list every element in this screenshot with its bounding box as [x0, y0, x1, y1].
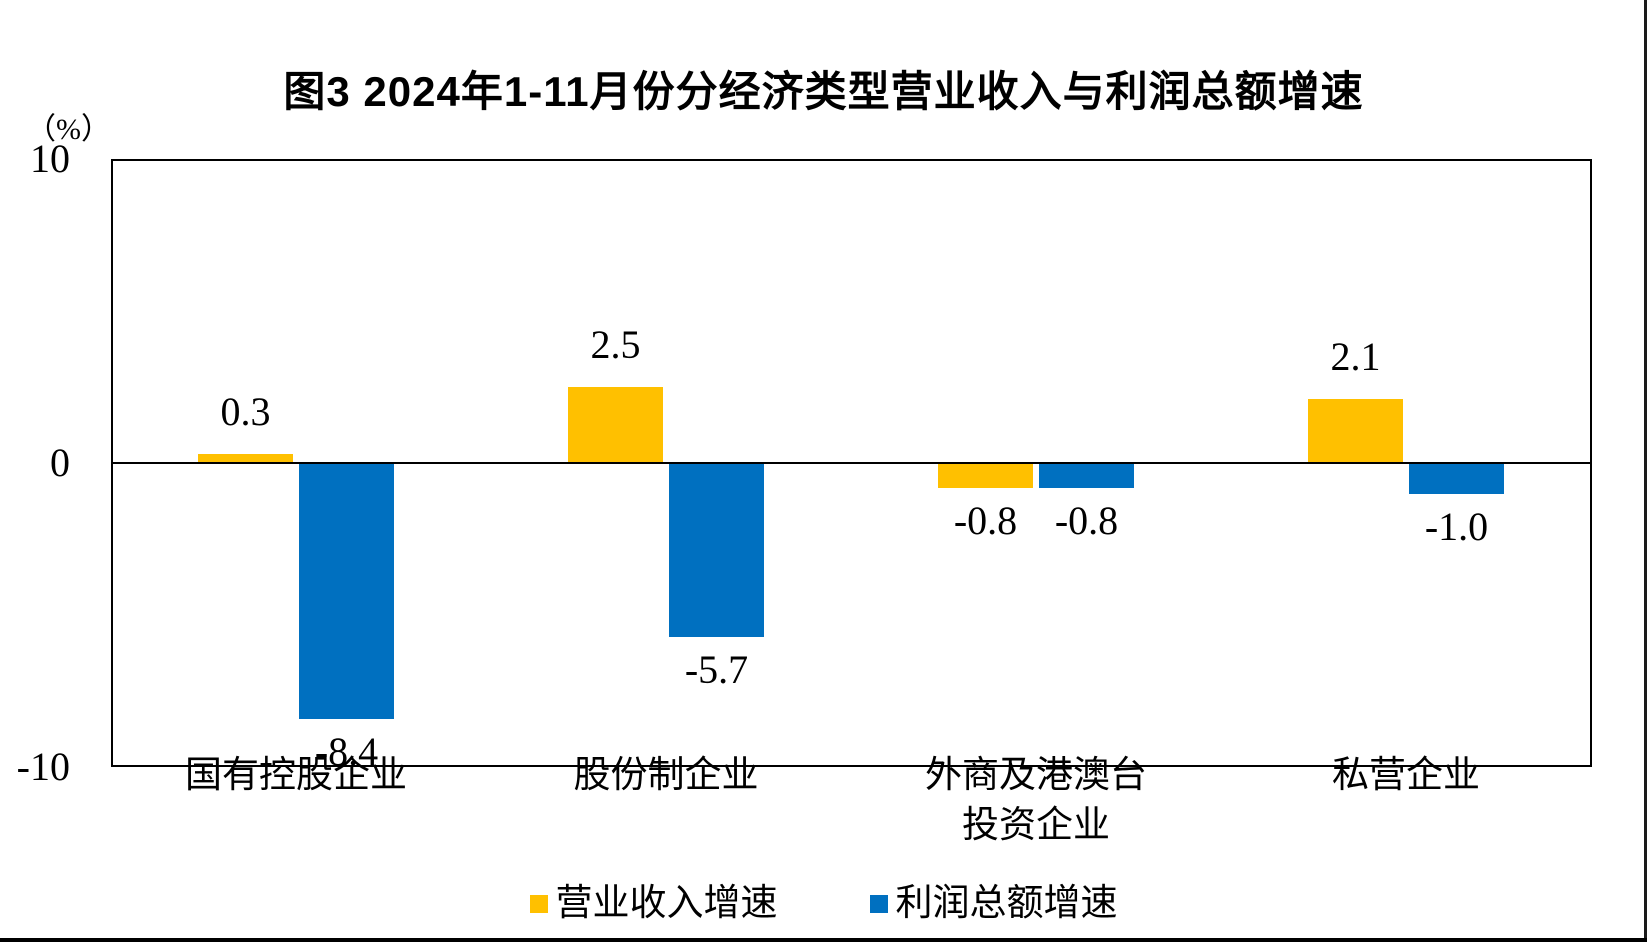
profit-bar	[1039, 464, 1134, 489]
bar-value-label: -5.7	[684, 647, 749, 693]
chart-title: 图3 2024年1-11月份分经济类型营业收入与利润总额增速	[283, 68, 1364, 115]
revenue-bar	[938, 464, 1033, 489]
category-label: 外商及港澳台 投资企业	[925, 755, 1147, 846]
image-border-bottom	[0, 938, 1647, 942]
revenue-bar	[1308, 399, 1403, 463]
y-tick-label: -10	[16, 744, 70, 789]
category-label: 国有控股企业	[185, 755, 407, 796]
bar-value-label: 2.1	[1330, 334, 1381, 380]
plot-area: 0.3 -8.4 2.5 -5.7 -0.8 -0.8 2.1 -1.0	[111, 159, 1592, 774]
bar-value-label: -8.4	[314, 729, 379, 775]
bar-value-label: 0.3	[220, 388, 271, 434]
profit-bar	[1409, 464, 1504, 495]
category-label: 私营企业	[1332, 755, 1480, 796]
category-label: 股份制企业	[573, 755, 759, 796]
image-border-right	[1644, 0, 1647, 942]
legend-label: 利润总额增速	[895, 883, 1118, 924]
legend-label: 营业收入增速	[555, 883, 778, 924]
profit-bar	[299, 464, 394, 720]
legend: 营业收入增速 利润总额增速	[0, 882, 1647, 926]
revenue-bar	[568, 387, 663, 463]
legend-item-revenue: 营业收入增速	[529, 882, 778, 926]
zero-axis-line	[113, 462, 1590, 464]
bar-value-label: -1.0	[1424, 504, 1489, 550]
revenue-bar	[198, 453, 293, 463]
y-tick-label: 10	[30, 136, 70, 181]
revenue-legend-swatch	[529, 895, 548, 913]
bar-value-label: 2.5	[590, 322, 641, 367]
legend-item-profit: 利润总额增速	[869, 882, 1118, 926]
y-tick-label: 0	[50, 440, 70, 485]
profit-bar	[669, 464, 764, 638]
y-axis-unit-label: （%）	[26, 113, 111, 146]
profit-legend-swatch	[869, 895, 888, 913]
bar-value-label: -0.8	[1054, 498, 1119, 544]
bar-value-label: -0.8	[953, 498, 1018, 544]
